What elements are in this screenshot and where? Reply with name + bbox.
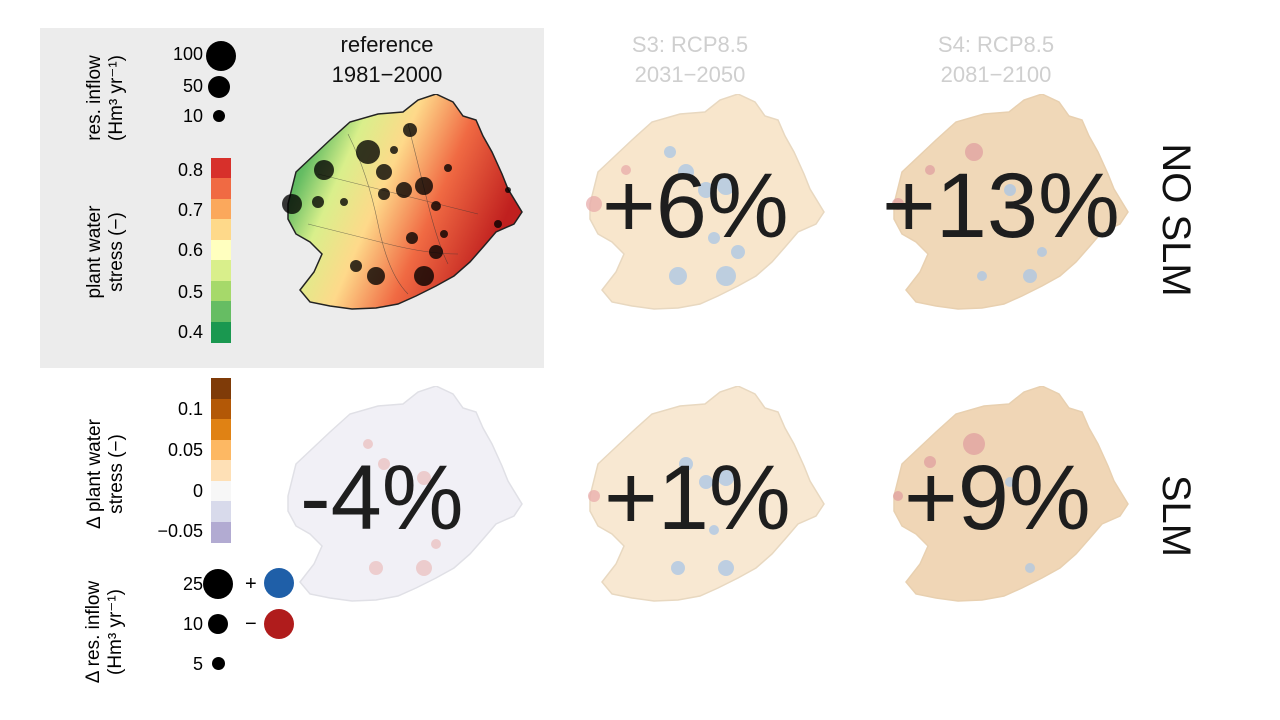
s4-title: S4: RCP8.5 2081−2100 [886,30,1106,90]
stress-bar-swatch [211,301,231,323]
dinflow-label-unit: (Hm³ yr⁻¹) [105,589,126,675]
s4-title-line2: 2081−2100 [940,62,1052,87]
inflow-circle-50 [208,76,230,98]
dstress-bar-swatch [211,398,231,420]
stress-bar-swatch [211,178,231,200]
s4-title-line1: S4: RCP8.5 [937,32,1055,57]
dstress-bar-swatch [211,460,231,481]
stress-bar-swatch [211,260,231,282]
dstress-bar-swatch [211,439,231,461]
stress-tick-0.5: 0.5 [177,282,203,302]
change-no-slm-s3: +6% [602,155,789,257]
inflow-size-100: 100 [172,44,203,64]
dinflow-size-5: 5 [192,654,203,674]
stress-label-line1: plant water [84,205,105,299]
dstress-bar-swatch [211,419,231,440]
dinflow-legend-label: Δ res. inflow (Hm³ yr⁻¹) [83,557,127,707]
row-label-slm: SLM [1154,474,1198,558]
inflow-circle-100 [206,41,236,71]
change-no-slm-s4: +13% [882,155,1120,257]
ref-slm-map [287,386,523,602]
s3-title-line1: S3: RCP8.5 [631,32,749,57]
stress-tick-0.8: 0.8 [177,160,203,180]
inflow-size-10: 10 [182,106,203,126]
stress-legend-label: plant water stress (−) [84,182,128,322]
s4-slm-map [893,386,1129,602]
dinflow-increase-circle [264,568,294,598]
stress-tick-0.4: 0.4 [177,322,203,342]
stress-bar-swatch [211,198,231,220]
stress-tick-0.7: 0.7 [177,200,203,220]
stress-bar-swatch [211,280,231,302]
dstress-label-line2: stress (−) [106,434,127,514]
dstress-legend-label: Δ plant water stress (−) [84,394,128,554]
s3-title-line2: 2031−2050 [634,62,746,87]
s3-no-slm-map [586,94,825,310]
dstress-bar-swatch [211,501,231,522]
row-label-no-slm: NO SLM [1154,143,1198,297]
res-inflow-legend-label: res. inflow (Hm³ yr⁻¹) [84,28,128,168]
inflow-size-50: 50 [182,76,203,96]
stress-tick-0.6: 0.6 [177,240,203,260]
s4-no-slm-map [892,94,1129,310]
dstress-bar-swatch [211,480,231,502]
res-inflow-label-line1: res. inflow [84,55,105,141]
dinflow-decrease-circle [264,609,294,639]
reference-map [282,94,523,310]
stress-label-line2: stress (−) [106,212,127,292]
dstress-tick-neg0.05: −0.05 [157,521,203,541]
dstress-tick-0.1: 0.1 [177,399,203,419]
dstress-tick-0: 0 [192,481,203,501]
dinflow-circle-5 [212,657,225,670]
change-slm-s4: +9% [904,447,1091,549]
reference-title-line1: reference [340,32,434,57]
dstress-bar-swatch [211,378,231,399]
reference-title: reference 1981−2000 [277,30,497,90]
dinflow-circle-25 [203,569,233,599]
dinflow-minus-sign: − [245,613,257,635]
dstress-bar-swatch [211,521,231,543]
dinflow-size-25: 25 [182,574,203,594]
dinflow-plus-sign: + [245,573,257,595]
dinflow-circle-10 [208,614,228,634]
stress-bar-swatch [211,158,231,179]
reference-title-line2: 1981−2000 [331,62,443,87]
dstress-tick-0.05: 0.05 [167,440,203,460]
res-inflow-label-unit: (Hm³ yr⁻¹) [106,55,127,141]
dstress-label-line1: Δ plant water [84,419,105,529]
reservoir-inflow-circles [282,123,511,286]
dinflow-size-10: 10 [182,614,203,634]
s3-slm-map [588,386,825,602]
stress-bar-swatch [211,239,231,261]
stress-bar-swatch [211,219,231,241]
change-slm-ref: -4% [300,447,464,549]
stress-bar-swatch [211,321,231,343]
dinflow-label-line1: Δ res. inflow [83,580,104,684]
inflow-circle-10 [213,110,225,122]
change-slm-s3: +1% [604,447,791,549]
s3-title: S3: RCP8.5 2031−2050 [580,30,800,90]
